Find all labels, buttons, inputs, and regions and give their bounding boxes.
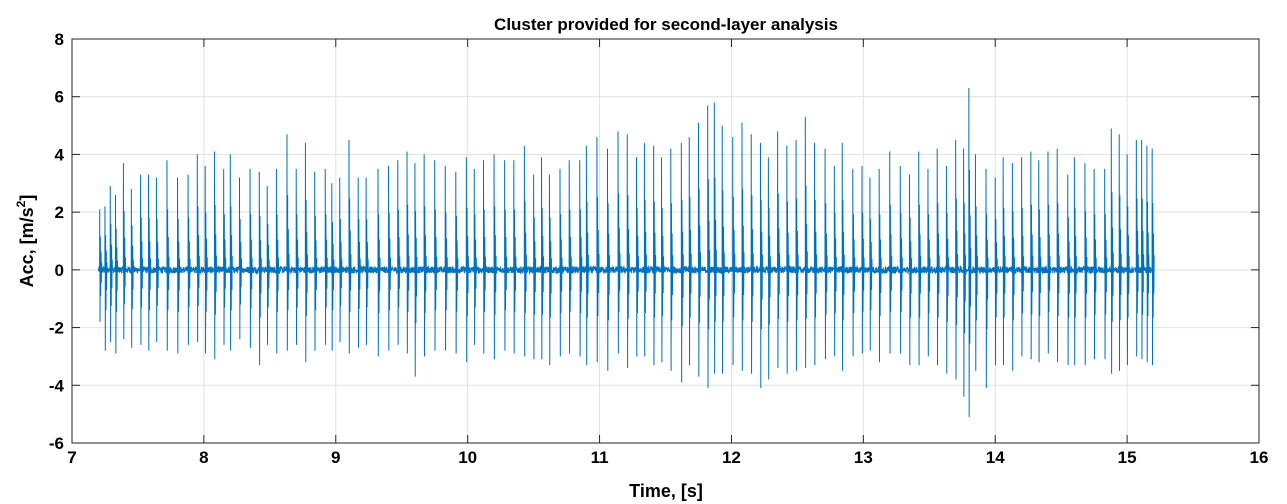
- y-tick-label: 2: [55, 203, 64, 222]
- x-tick-label: 8: [199, 448, 208, 467]
- y-axis-label-main: Acc, [m/s: [17, 207, 37, 287]
- signal-trace: [97, 88, 1155, 418]
- y-axis-label-close: ]: [17, 195, 37, 201]
- x-tick-label: 9: [331, 448, 340, 467]
- x-axis-label: Time, [s]: [629, 481, 703, 501]
- tick-marks: [71, 38, 1260, 444]
- y-tick-label: -6: [49, 434, 64, 453]
- x-tick-label: 14: [986, 448, 1005, 467]
- y-tick-label: -2: [49, 319, 64, 338]
- x-tick-labels: 7 8 9 10 11 12 13 14 15 16: [67, 448, 1268, 467]
- y-tick-label: 4: [55, 145, 65, 164]
- x-tick-label: 16: [1250, 448, 1269, 467]
- plot-frame: [71, 38, 1260, 444]
- x-tick-label: 12: [722, 448, 741, 467]
- y-axis-label-superscript: 2: [14, 200, 28, 207]
- x-tick-label: 7: [67, 448, 76, 467]
- y-tick-labels: -6 -4 -2 0 2 4 6 8: [49, 30, 65, 453]
- signal-series: [97, 88, 1155, 418]
- chart-title: Cluster provided for second-layer analys…: [494, 15, 838, 34]
- y-tick-label: 0: [55, 261, 64, 280]
- plot-area: [72, 39, 1259, 443]
- x-tick-label: 13: [854, 448, 873, 467]
- x-tick-label: 10: [458, 448, 477, 467]
- x-tick-label: 11: [591, 448, 609, 467]
- y-tick-label: 6: [55, 88, 64, 107]
- x-tick-label: 15: [1118, 448, 1137, 467]
- y-axis-label: Acc, [m/s2]: [14, 195, 37, 288]
- y-tick-label: -4: [49, 376, 65, 395]
- y-tick-label: 8: [55, 30, 64, 49]
